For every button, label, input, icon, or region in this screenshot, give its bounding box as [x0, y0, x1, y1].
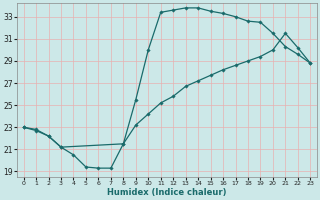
X-axis label: Humidex (Indice chaleur): Humidex (Indice chaleur) [107, 188, 227, 197]
